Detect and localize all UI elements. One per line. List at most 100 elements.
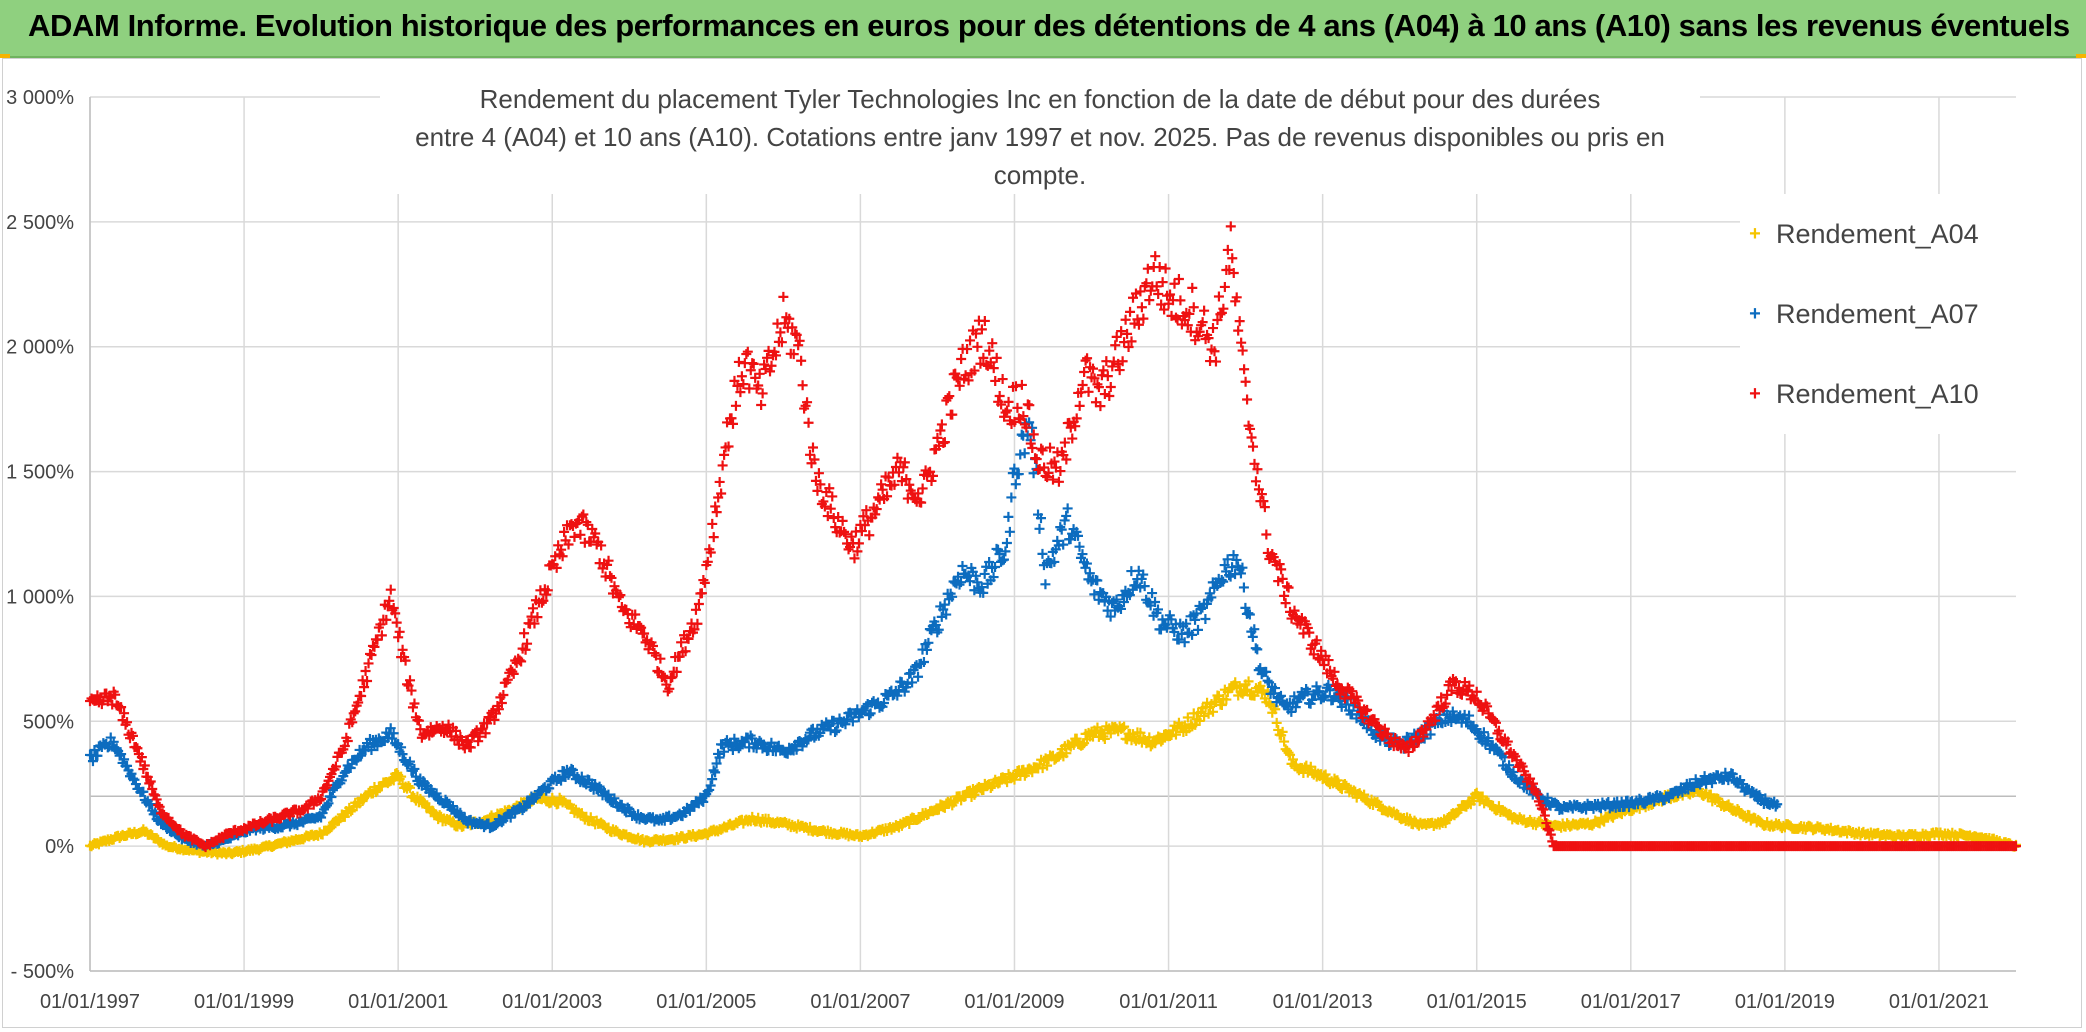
series-a10-point xyxy=(496,697,507,708)
series-a10-point xyxy=(1209,346,1220,357)
series-a10-point xyxy=(719,449,730,460)
series-a07-point xyxy=(490,820,501,831)
series-a10-point xyxy=(1182,320,1193,331)
series-a10-point xyxy=(508,668,519,679)
series-a10-point xyxy=(1528,778,1539,789)
series-a10-point xyxy=(147,784,158,795)
series-a07-point xyxy=(1307,694,1318,705)
series-a10-point xyxy=(1048,474,1058,485)
series-a07-point xyxy=(440,794,451,805)
series-a07-point xyxy=(878,697,889,708)
series-a07-point xyxy=(1139,581,1150,592)
series-a07-point xyxy=(933,624,944,635)
series-a10-point xyxy=(1372,720,1383,731)
series-a10-point xyxy=(1212,314,1223,325)
series-a10-point xyxy=(882,491,893,502)
series-a07-point xyxy=(1237,562,1248,573)
series-a10-point xyxy=(393,632,404,643)
series-a04-point xyxy=(1208,706,1219,717)
series-a10-point xyxy=(1179,315,1190,326)
series-a04-point xyxy=(1258,685,1269,696)
series-a10-point xyxy=(840,529,851,540)
series-a07-point xyxy=(729,733,740,744)
series-a10-point xyxy=(606,572,617,583)
series-a07-point xyxy=(913,671,924,682)
series-a10-point xyxy=(984,345,995,356)
series-a07-point xyxy=(1275,690,1286,701)
series-a07-point xyxy=(116,749,127,760)
series-a10-point xyxy=(776,337,787,348)
series-a10-point xyxy=(359,682,370,693)
series-a10-point xyxy=(363,658,374,669)
series-a10-point xyxy=(151,794,162,805)
series-a10-point xyxy=(1027,443,1038,454)
series-a04-point xyxy=(969,789,980,800)
series-a10-point xyxy=(797,380,808,391)
series-a10-point xyxy=(1418,731,1429,742)
series-a10-point xyxy=(1261,529,1272,540)
series-a10-point xyxy=(732,380,743,391)
series-a07-point xyxy=(831,725,842,736)
series-a07-point xyxy=(397,749,408,760)
series-a10-point xyxy=(745,365,756,376)
series-a07-point xyxy=(953,571,964,582)
series-a10-point xyxy=(883,472,894,483)
series-a10-point xyxy=(1028,429,1039,440)
series-a10-point xyxy=(676,637,687,648)
series-a07-point xyxy=(316,812,327,823)
series-a10-point xyxy=(864,530,875,541)
series-a07-point xyxy=(824,720,835,731)
series-a07-point xyxy=(1252,644,1263,655)
series-a10-point xyxy=(1136,302,1147,313)
series-a10-point xyxy=(575,529,586,540)
series-a10-point xyxy=(935,425,946,436)
series-a07-point xyxy=(1084,568,1095,579)
series-a10-point xyxy=(1141,278,1152,289)
series-a10-point xyxy=(390,608,401,619)
series-a04-point xyxy=(1288,754,1299,765)
series-a04-point xyxy=(948,797,959,808)
series-a10-point xyxy=(1059,437,1070,448)
series-a07-point xyxy=(907,677,918,688)
series-a10-point xyxy=(415,724,426,735)
series-a07-point xyxy=(1250,643,1261,654)
series-a10-point xyxy=(699,577,710,588)
series-a07-point xyxy=(1696,777,1707,788)
series-a10-point xyxy=(870,509,881,520)
legend-label-a10: Rendement_A10 xyxy=(1776,378,1979,409)
series-a07-point xyxy=(119,754,130,765)
series-a10-point xyxy=(409,698,420,709)
series-a07-point xyxy=(941,609,952,620)
series-a10-point xyxy=(904,479,915,490)
series-a10-point xyxy=(898,462,909,473)
series-a07-point xyxy=(733,743,744,754)
series-a10-point xyxy=(759,359,770,370)
series-a10-point xyxy=(1246,432,1257,443)
series-a10-point xyxy=(397,644,408,655)
series-a10-point xyxy=(1304,627,1315,638)
series-a07-point xyxy=(711,758,722,769)
series-a07-point xyxy=(1056,524,1067,535)
series-a07-point xyxy=(356,750,367,761)
series-a10-point xyxy=(1282,581,1293,592)
series-a10-point xyxy=(1016,379,1027,390)
series-a10-point xyxy=(1154,262,1165,273)
series-a07-point xyxy=(1111,594,1122,605)
series-a10-point xyxy=(388,602,399,613)
series-a10-point xyxy=(353,697,364,708)
series-a07-point xyxy=(947,591,958,602)
series-a10-point xyxy=(927,470,938,481)
series-a10-point xyxy=(1021,422,1032,433)
series-a07-point xyxy=(1419,733,1430,744)
series-a10-point xyxy=(970,328,981,339)
series-a07-point xyxy=(1302,686,1313,697)
series-a10-point xyxy=(812,485,823,496)
legend-label-a04: Rendement_A04 xyxy=(1776,218,1979,249)
series-a10-point xyxy=(1225,221,1236,232)
series-a10-point xyxy=(936,419,947,430)
series-a10-point xyxy=(1289,605,1300,616)
series-a07-point xyxy=(923,637,934,648)
series-a10-point xyxy=(1093,382,1104,393)
series-a07-point xyxy=(1166,614,1177,625)
series-a07-point xyxy=(567,765,578,776)
